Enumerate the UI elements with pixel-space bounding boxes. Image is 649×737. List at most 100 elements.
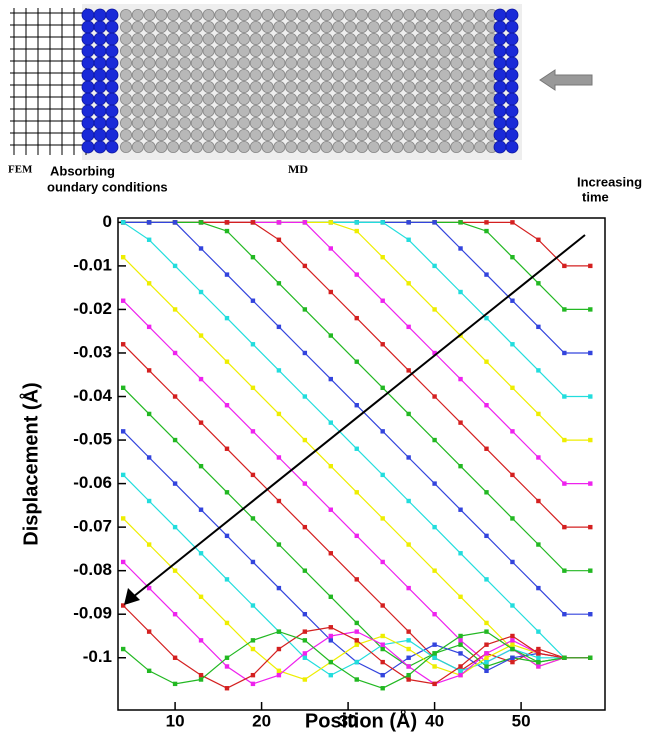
atom bbox=[155, 33, 168, 46]
atom bbox=[403, 117, 416, 130]
atom bbox=[462, 45, 475, 58]
data-point bbox=[458, 376, 463, 382]
data-point bbox=[380, 633, 385, 639]
atom bbox=[93, 116, 107, 130]
data-point bbox=[432, 481, 437, 486]
data-point bbox=[224, 577, 230, 582]
atom bbox=[379, 57, 392, 70]
data-point bbox=[484, 403, 489, 408]
atom bbox=[391, 45, 404, 58]
data-point bbox=[328, 420, 333, 425]
atom bbox=[190, 57, 203, 70]
data-point bbox=[276, 324, 282, 330]
data-point bbox=[458, 594, 463, 599]
data-point bbox=[588, 350, 593, 356]
atom bbox=[190, 69, 203, 82]
annotation: time bbox=[582, 189, 609, 204]
atom bbox=[285, 69, 298, 82]
atom bbox=[226, 33, 239, 46]
atom bbox=[438, 105, 451, 118]
data-point bbox=[458, 507, 463, 512]
data-point bbox=[198, 551, 204, 556]
y-tick-label: -0.04 bbox=[73, 386, 112, 405]
data-point bbox=[172, 524, 178, 530]
atom bbox=[462, 140, 475, 153]
data-point bbox=[484, 629, 489, 634]
annotation: Increasing bbox=[577, 174, 642, 189]
atom bbox=[226, 45, 239, 58]
data-point bbox=[536, 646, 541, 652]
atom bbox=[438, 20, 451, 33]
data-point bbox=[250, 385, 256, 391]
atom bbox=[403, 69, 416, 82]
atom bbox=[505, 20, 519, 34]
atom bbox=[261, 128, 274, 141]
atom bbox=[249, 105, 262, 118]
data-point bbox=[432, 350, 437, 356]
atom bbox=[320, 69, 333, 82]
data-point bbox=[120, 429, 126, 434]
data-point bbox=[406, 542, 411, 547]
atom bbox=[273, 140, 286, 153]
atom bbox=[505, 44, 519, 58]
boundary-label: Absorbing bbox=[50, 163, 115, 178]
data-point bbox=[172, 568, 178, 573]
data-point bbox=[302, 655, 308, 660]
atom bbox=[261, 69, 274, 82]
plot-frame bbox=[117, 217, 606, 711]
data-point bbox=[198, 463, 204, 469]
data-point bbox=[406, 237, 411, 242]
data-point bbox=[484, 490, 489, 495]
atom bbox=[320, 57, 333, 70]
atom bbox=[105, 32, 119, 46]
data-point bbox=[172, 307, 178, 312]
atom bbox=[273, 93, 286, 106]
data-point bbox=[146, 668, 152, 674]
atom bbox=[403, 45, 416, 58]
x-tick-label: 50 bbox=[512, 711, 531, 730]
data-point bbox=[406, 629, 411, 634]
atom bbox=[202, 140, 215, 153]
atom bbox=[414, 105, 427, 118]
atom bbox=[493, 32, 507, 46]
data-point bbox=[406, 585, 411, 591]
atom bbox=[320, 8, 333, 21]
atom bbox=[473, 20, 486, 33]
atom bbox=[450, 93, 463, 106]
data-point bbox=[224, 664, 230, 669]
data-point bbox=[380, 429, 385, 434]
data-point bbox=[354, 272, 359, 277]
data-point bbox=[510, 646, 515, 652]
data-point bbox=[380, 516, 385, 521]
data-point bbox=[432, 642, 437, 647]
atom bbox=[143, 45, 156, 58]
data-point bbox=[432, 263, 437, 269]
atom bbox=[344, 117, 357, 130]
atom bbox=[379, 128, 392, 141]
atom bbox=[438, 45, 451, 58]
atom bbox=[332, 8, 345, 21]
data-point bbox=[536, 651, 541, 656]
atom bbox=[120, 8, 133, 21]
atom bbox=[143, 128, 156, 141]
atom bbox=[332, 140, 345, 153]
atom bbox=[355, 69, 368, 82]
atom bbox=[202, 8, 215, 21]
data-point bbox=[536, 585, 541, 591]
data-point bbox=[276, 368, 282, 373]
data-point bbox=[562, 524, 567, 530]
data-point bbox=[172, 655, 178, 660]
atom bbox=[332, 45, 345, 58]
atom bbox=[367, 69, 380, 82]
data-point bbox=[406, 672, 411, 678]
atom bbox=[155, 69, 168, 82]
atom bbox=[438, 128, 451, 141]
atom bbox=[426, 140, 439, 153]
atom bbox=[131, 117, 144, 130]
data-point bbox=[484, 533, 489, 539]
atom bbox=[391, 140, 404, 153]
data-point bbox=[484, 668, 489, 674]
data-point bbox=[328, 507, 333, 512]
data-point bbox=[328, 246, 333, 251]
data-point bbox=[224, 620, 230, 626]
